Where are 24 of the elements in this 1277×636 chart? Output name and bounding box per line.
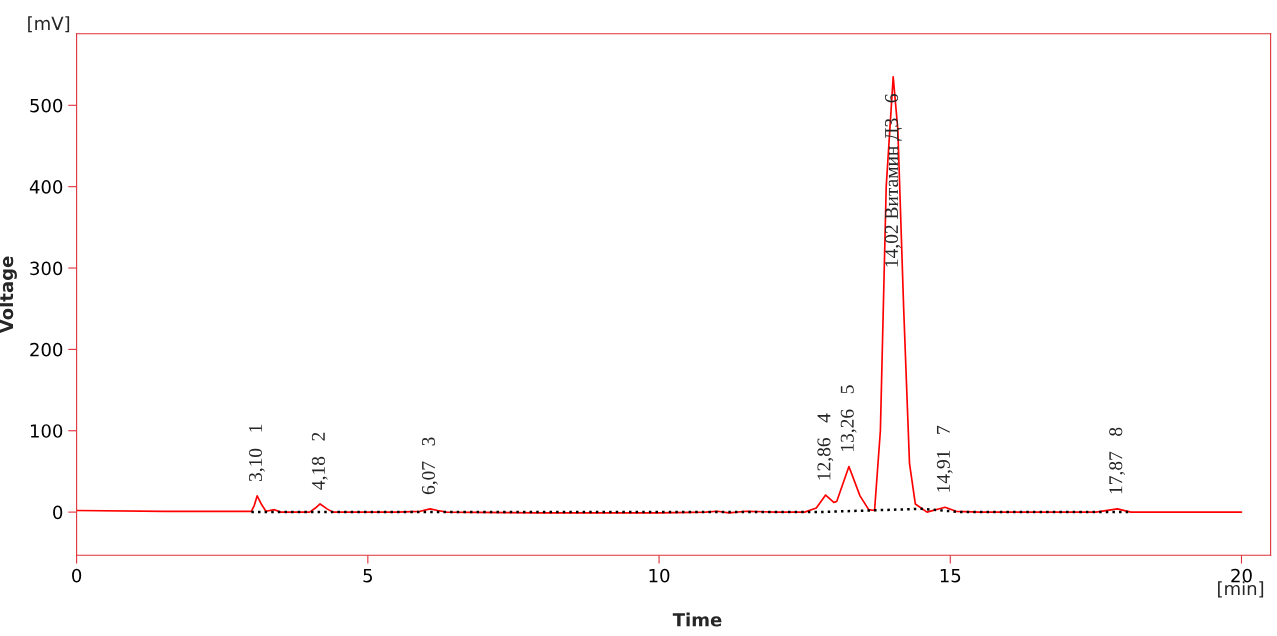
y-axis-title: Voltage	[0, 256, 17, 334]
y-tick-label: 400	[29, 180, 63, 194]
annotation: 12,86 4	[817, 413, 834, 480]
text: [mV]	[28, 16, 70, 33]
annotation: 3,10 1	[248, 424, 265, 482]
annotation: 14,02 Витамин Д3 6	[884, 94, 903, 267]
line-series	[76, 75, 1243, 514]
annotation: 14,91 7	[936, 425, 953, 492]
annotation: 17,87 8	[1109, 427, 1126, 494]
text: [min]	[1218, 581, 1264, 598]
x-tick-label: 20	[1231, 568, 1252, 583]
x-tick-label: 5	[363, 568, 373, 583]
annotation: 4,18 2	[311, 432, 328, 490]
annotation: 6,07 3	[421, 437, 438, 495]
y-tick-label: 0	[53, 505, 63, 520]
y-tick-label: 100	[30, 424, 63, 438]
x-tick-label: 10	[649, 568, 670, 583]
x-tick-label: 0	[72, 568, 82, 583]
x-tick-label: 15	[940, 568, 961, 583]
y-tick-label: 200	[30, 342, 63, 357]
x-axis-title: Time	[672, 612, 722, 627]
annotation: 13,26 5	[840, 385, 857, 451]
y-tick-label: 300	[30, 261, 63, 276]
y-tick-label: 500	[30, 98, 63, 113]
